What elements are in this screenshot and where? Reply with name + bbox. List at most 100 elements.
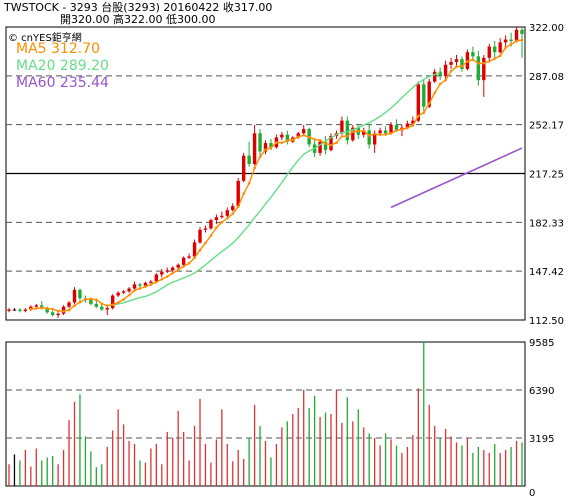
candle-body [72,289,77,303]
price-tick-label: 322.00 [529,23,564,34]
ma5-point [493,57,497,60]
candle-body [362,130,366,135]
candle-body [258,133,262,152]
candle-body [493,46,497,53]
ma20-line [112,72,441,306]
ma5-point [455,65,458,69]
ma5-point [280,141,284,145]
candle-body [438,71,442,76]
price-tick-label: 147.42 [529,267,564,278]
ma5-point [182,265,185,268]
candle-body [482,57,486,81]
ma5-point [89,297,93,301]
ma5-point [395,129,398,132]
legend-ma60: MA60 235.44 [16,75,109,91]
candle-body [23,309,28,311]
ma5-point [460,64,464,68]
volume-tick-label: 3195 [529,434,554,445]
candle-body [121,291,126,293]
candle-body [296,133,300,138]
price-tick-label: 112.50 [529,316,564,327]
volume-tick-label: 0 [529,488,535,499]
candle-body [192,242,197,257]
candle-body [89,299,93,304]
ma5-point [40,306,44,310]
candle-body [45,308,49,313]
ma5-point [324,142,327,145]
candle-body [329,136,333,151]
candle-body [389,124,393,134]
ma5-point [427,102,431,105]
ma60-line [390,147,523,209]
ma5-point [209,234,213,237]
candle-body [50,312,55,316]
candle-body [110,295,115,309]
ma5-point [346,134,349,138]
ma5-point [384,133,387,136]
candle-body [94,303,99,307]
ma5-point [111,303,114,307]
ma5-point [269,146,273,150]
ma5-point [100,302,104,305]
ma5-point [400,128,404,131]
candle-body [460,59,464,69]
ma5-point [389,131,393,135]
ma5-point [275,141,278,144]
volume-panel: 9585 6390 3195 0 [5,338,554,499]
ma5-point [307,135,311,139]
candle-body [138,284,142,286]
ma5-point [340,135,344,138]
candle-body [78,289,82,299]
ma5-point [264,148,267,151]
candle-body [367,130,371,145]
ma5-point [225,217,229,220]
candle-body [318,141,322,153]
ma5-point [482,61,486,65]
ma5-point [422,111,426,114]
ma5-point [176,268,180,272]
candle-body [302,129,306,134]
ma5-point [417,114,420,118]
ma5-point [515,39,518,43]
ma5-point [296,135,300,139]
ma5-point [466,60,469,63]
ma5-point [335,141,338,145]
ma5-point [67,308,71,312]
ma5-point [193,256,196,260]
legend-ma20: MA20 289.20 [16,58,109,74]
candle-body [198,229,202,243]
ma5-point [471,58,475,62]
ma5-point [73,304,76,307]
ma5-point [84,298,87,301]
candle-body [351,127,355,141]
candle-body [247,155,251,165]
ma5-point [438,82,442,86]
ma5-point [116,301,120,304]
ma5-point [165,275,169,278]
watermark: © cnYES鉅亨網 [8,33,82,44]
ma5-point [362,129,366,133]
candle-body [427,81,431,107]
ma5-point [367,134,371,137]
ma5-point [444,78,447,82]
ma5-point [34,307,38,310]
candle-body [220,215,224,218]
ma5-point [220,220,224,224]
candle-body [476,56,481,81]
ma5-point [133,289,136,292]
candle-body [422,84,426,107]
ma5-point [62,309,65,313]
ma5-point [313,138,316,141]
candle-body [252,133,257,165]
candle-body [383,130,388,134]
candle-body [411,120,415,124]
price-tick-label: 217.25 [529,170,564,181]
candle-body [285,134,290,142]
candle-body [280,134,284,138]
candle-body [214,217,219,221]
ma5-point [247,182,251,185]
candle-body [520,29,524,34]
price-tick-label: 252.17 [529,121,564,132]
ma5-point [215,226,218,229]
